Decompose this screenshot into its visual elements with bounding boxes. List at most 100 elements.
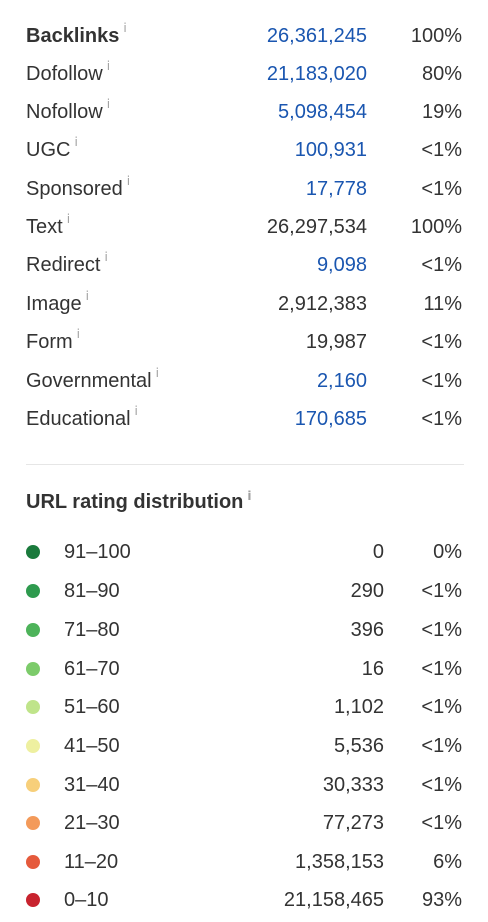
row-percent: <1% [421,177,462,200]
row-value-link[interactable]: 5,098,454 [278,100,367,123]
row-value-link[interactable]: 21,183,020 [266,62,367,85]
backlinks-row-governmental: Governmental i 2,160 <1% [26,362,464,400]
rating-dot-icon [26,700,40,714]
info-icon[interactable]: i [76,327,81,341]
backlinks-row-dofollow: Dofollow i 21,183,020 80% [26,55,464,93]
info-icon[interactable]: i [247,489,252,503]
backlinks-row-form: Form i 19,987 <1% [26,323,464,361]
row-label: Backlinks [26,24,120,47]
backlinks-row-sponsored: Sponsored i 17,778 <1% [26,170,464,208]
rating-percent: <1% [421,773,462,796]
backlinks-row-backlinks: Backlinks i 26,361,245 100% [26,17,464,55]
rating-count: 1,358,153 [295,850,384,873]
row-percent: 100% [410,24,462,47]
row-label: Governmental [26,369,152,392]
url-rating-title: URL rating distribution i [26,489,252,514]
row-value-link[interactable]: 26,361,245 [266,24,367,47]
row-percent: <1% [421,330,462,353]
rating-range: 41–50 [64,734,120,757]
rating-range: 11–20 [64,850,119,873]
row-percent: <1% [421,138,462,161]
rating-range: 51–60 [64,695,120,718]
row-value: 2,912,383 [278,292,367,315]
backlinks-row-text: Text i 26,297,534 100% [26,208,464,246]
row-label: Image [26,292,82,315]
rating-range: 61–70 [64,657,120,680]
rating-percent: <1% [421,618,462,641]
url-rating-row: 51–60 1,102 <1% [26,688,464,726]
row-percent: <1% [421,253,462,276]
row-value-link[interactable]: 17,778 [305,177,367,200]
url-rating-row: 11–20 1,358,153 6% [26,843,464,881]
url-rating-row: 91–100 0 0% [26,533,464,571]
rating-count: 0 [372,540,384,563]
rating-dot-icon [26,662,40,676]
rating-count: 21,158,465 [283,888,384,911]
rating-dot-icon [26,545,40,559]
info-icon[interactable]: i [74,135,78,149]
backlinks-row-redirect: Redirect i 9,098 <1% [26,246,464,284]
row-value-link[interactable]: 100,931 [294,138,367,161]
row-percent: <1% [421,369,462,392]
row-label: Dofollow [26,62,103,85]
row-percent: 80% [421,62,462,85]
row-value: 19,987 [305,330,367,353]
rating-percent: <1% [421,695,462,718]
url-rating-row: 0–10 21,158,465 93% [26,881,464,919]
rating-dot-icon [26,584,40,598]
rating-percent: 93% [421,888,462,911]
rating-range: 0–10 [64,888,109,911]
rating-count: 5,536 [333,734,384,757]
row-label: Redirect [26,253,101,276]
row-value-link[interactable]: 2,160 [316,369,367,392]
backlinks-row-educational: Educational i 170,685 <1% [26,400,464,438]
url-rating-row: 81–90 290 <1% [26,572,464,610]
row-value-link[interactable]: 9,098 [316,253,367,276]
row-value: 26,297,534 [266,215,367,238]
backlinks-row-ugc: UGC i 100,931 <1% [26,131,464,169]
rating-percent: 0% [433,540,462,563]
rating-range: 21–30 [64,811,120,834]
backlinks-row-nofollow: Nofollow i 5,098,454 19% [26,93,464,131]
rating-percent: 6% [433,850,462,873]
row-label: Nofollow [26,100,103,123]
url-rating-row: 61–70 16 <1% [26,650,464,688]
rating-count: 16 [361,657,384,680]
row-label: Sponsored [26,177,123,200]
info-icon[interactable]: i [106,59,111,73]
row-percent: <1% [421,407,462,430]
row-value-link[interactable]: 170,685 [294,407,367,430]
rating-percent: <1% [421,579,462,602]
url-rating-row: 41–50 5,536 <1% [26,727,464,765]
row-label: Educational [26,407,131,430]
info-icon[interactable]: i [123,21,127,35]
rating-count: 1,102 [333,695,384,718]
rating-count: 30,333 [322,773,384,796]
url-rating-row: 71–80 396 <1% [26,611,464,649]
info-icon[interactable]: i [155,366,159,380]
rating-percent: <1% [421,811,462,834]
info-icon[interactable]: i [126,174,131,188]
info-icon[interactable]: i [66,212,71,226]
rating-range: 31–40 [64,773,120,796]
rating-percent: <1% [421,734,462,757]
rating-dot-icon [26,739,40,753]
url-rating-title-text: URL rating distribution [26,491,244,513]
rating-dot-icon [26,623,40,637]
rating-dot-icon [26,816,40,830]
rating-range: 71–80 [64,618,120,641]
rating-count: 396 [350,618,384,641]
info-icon[interactable]: i [85,289,89,303]
url-rating-row: 31–40 30,333 <1% [26,766,464,804]
rating-count: 290 [350,579,384,602]
section-divider [26,464,464,465]
row-label: Text [26,215,63,238]
row-percent: 11% [423,292,462,315]
info-icon[interactable]: i [104,250,108,264]
backlinks-row-image: Image i 2,912,383 11% [26,285,464,323]
info-icon[interactable]: i [106,97,111,111]
url-rating-row: 21–30 77,273 <1% [26,804,464,842]
rating-range: 91–100 [64,540,131,563]
info-icon[interactable]: i [134,404,138,418]
